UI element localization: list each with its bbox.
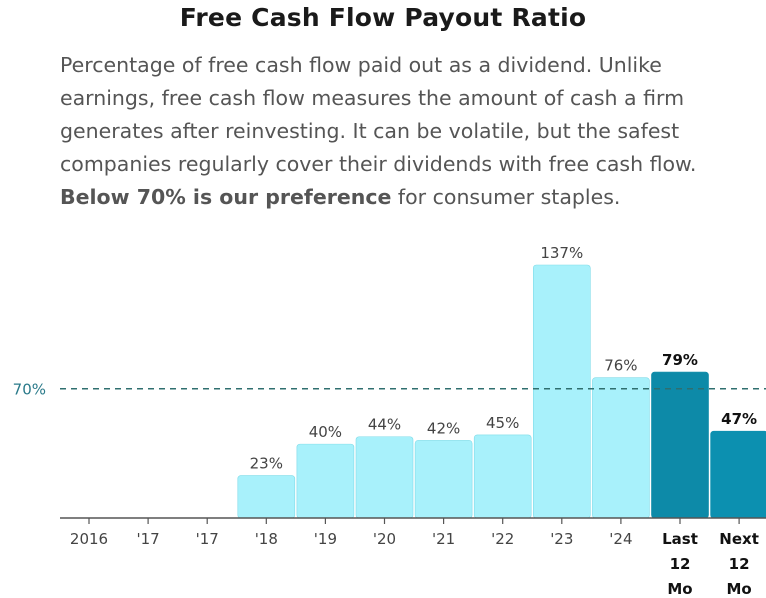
bar-10[interactable] <box>651 371 709 519</box>
x-tick-label-3: '18 <box>255 530 278 548</box>
x-tick-label-7: '22 <box>491 530 514 548</box>
x-tick-label-line: '22 <box>491 530 514 548</box>
x-tick-label-11: Next 12 Mo <box>719 530 759 598</box>
data-label-8: 137% <box>540 244 583 262</box>
bar-9[interactable] <box>592 377 650 519</box>
description-bold: Below 70% is our preference <box>60 185 392 209</box>
x-tick-label-2: '17 <box>196 530 219 548</box>
x-tick-label-line: '18 <box>255 530 278 548</box>
x-tick-label-line: '20 <box>373 530 396 548</box>
bar-3[interactable] <box>237 475 296 519</box>
x-tick-label-6: '21 <box>432 530 455 548</box>
x-tick-label-5: '20 <box>373 530 396 548</box>
x-tick-label-line: '23 <box>550 530 573 548</box>
bar-6[interactable] <box>414 440 473 519</box>
x-tick-label-line: '19 <box>314 530 337 548</box>
x-tick-label-4: '19 <box>314 530 337 548</box>
x-tick-label-line: 12 <box>729 555 750 573</box>
x-tick-label-1: '17 <box>136 530 159 548</box>
x-tick-label-line: 12 <box>670 555 691 573</box>
bar-7[interactable] <box>473 434 532 519</box>
x-tick-label-line: '17 <box>196 530 219 548</box>
data-label-4: 40% <box>309 423 342 441</box>
bar-4[interactable] <box>296 443 355 519</box>
x-tick-label-0: 2016 <box>70 530 108 548</box>
bar-8[interactable] <box>532 264 591 519</box>
data-label-11: 47% <box>721 410 757 428</box>
x-tick-label-line: '24 <box>609 530 632 548</box>
x-tick-label-line: '21 <box>432 530 455 548</box>
description-tail: for consumer staples. <box>397 185 621 209</box>
data-label-9: 76% <box>604 357 637 375</box>
x-tick-label-line: Mo <box>667 580 692 598</box>
x-tick-label-line: Mo <box>726 580 751 598</box>
data-label-3: 23% <box>250 455 283 473</box>
bar-5[interactable] <box>355 436 414 519</box>
x-tick-label-line: Last <box>662 530 698 548</box>
data-label-6: 42% <box>427 419 460 437</box>
x-tick-label-9: '24 <box>609 530 632 548</box>
x-tick-label-8: '23 <box>550 530 573 548</box>
x-tick-label-10: Last 12 Mo <box>662 530 698 598</box>
x-tick-label-line: '17 <box>136 530 159 548</box>
chart-title: Free Cash Flow Payout Ratio <box>179 3 587 32</box>
x-tick-label-line: Next <box>719 530 759 548</box>
description-text: Percentage of free cash flow paid out as… <box>60 53 697 176</box>
bar-11[interactable] <box>710 430 766 519</box>
chart-description: Percentage of free cash flow paid out as… <box>60 49 760 214</box>
reference-label: 70% <box>13 381 46 399</box>
x-tick-label-line: 2016 <box>70 530 108 548</box>
data-label-10: 79% <box>662 351 698 369</box>
data-label-7: 45% <box>486 414 519 432</box>
data-label-5: 44% <box>368 416 401 434</box>
